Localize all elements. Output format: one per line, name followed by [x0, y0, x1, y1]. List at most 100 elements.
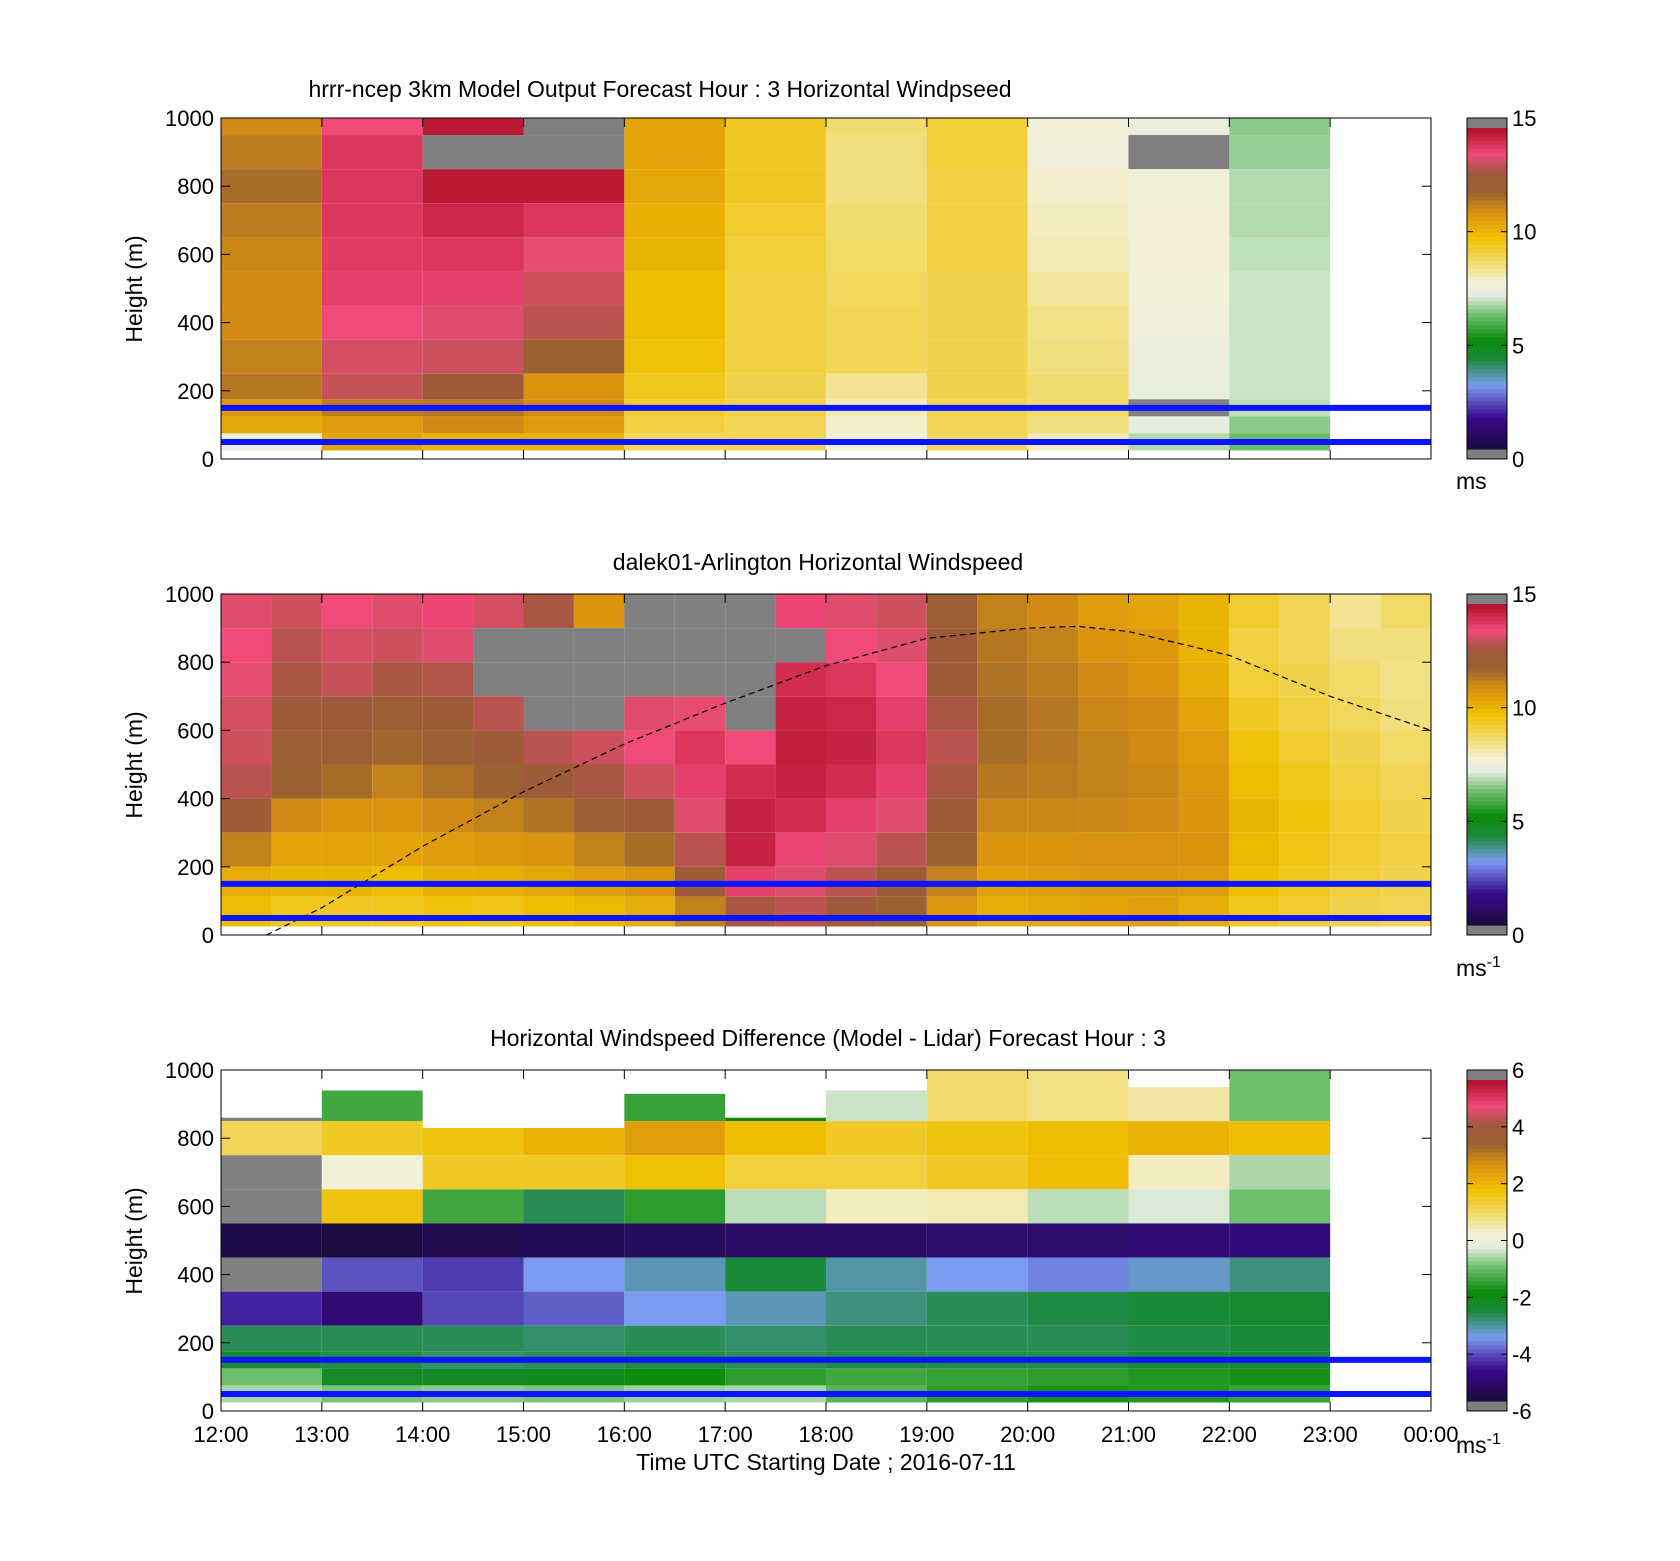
panel-difference-cell — [221, 1155, 322, 1190]
panel-model-colorbar-swatch — [1467, 240, 1507, 245]
panel-difference-cell — [1027, 1368, 1129, 1386]
panel-difference-cell — [523, 1155, 625, 1190]
panel-lidar-cell — [775, 662, 826, 697]
panel-lidar-cell — [372, 662, 423, 697]
panel-lidar-cell — [1027, 764, 1079, 799]
panel-difference-colorbar-swatch — [1467, 1216, 1507, 1222]
panel-lidar-cell — [1229, 594, 1280, 629]
panel-model-colorbar-swatch — [1467, 392, 1507, 398]
panel-lidar-cell — [422, 628, 474, 663]
panel-lidar-cell — [271, 594, 322, 629]
panel-lidar-cell — [624, 662, 675, 697]
panel-model-colorbar-swatch — [1467, 424, 1507, 430]
panel-difference-cell — [1229, 1121, 1331, 1156]
panel-difference-cell — [725, 1291, 826, 1326]
panel-difference-colorbar-swatch — [1467, 1356, 1507, 1362]
panel-model-cell — [826, 118, 927, 136]
panel-model-colorbar-swatch — [1467, 188, 1507, 193]
panel-lidar-cell — [977, 594, 1028, 629]
panel-model-colorbar-swatch — [1467, 316, 1507, 322]
panel-lidar-cell — [523, 832, 574, 867]
panel-lidar-plot: 0 200 400 600 800 1000 — [165, 582, 1432, 948]
panel-lidar-cell — [624, 832, 675, 867]
panel-lidar-colorbar-frame — [1466, 593, 1508, 936]
panel-model-cell — [1229, 237, 1331, 272]
panel-lidar-cell — [1128, 832, 1179, 867]
panel-difference-colorbar-unit-base: ms — [1456, 1432, 1487, 1458]
panel-lidar-cell — [1229, 662, 1280, 697]
panel-difference-colorbar-swatch — [1467, 1372, 1507, 1378]
panel-model-cell — [1128, 416, 1230, 434]
panel-lidar-colorbar-swatch — [1467, 624, 1507, 629]
panel-difference-cell — [725, 1368, 826, 1386]
panel-difference-colorbar-swatch — [1467, 1152, 1507, 1157]
panel-model-cell — [422, 118, 524, 136]
panel-difference-colorbar-unit: ms-1 — [1456, 1431, 1501, 1458]
panel-lidar-cell — [1330, 696, 1381, 731]
panel-difference-colorbar-swatch — [1467, 1092, 1507, 1097]
panel-model-colorbar-frame — [1466, 117, 1508, 460]
panel-model-colorbar-swatch — [1467, 432, 1507, 438]
panel-lidar-cell — [1078, 896, 1129, 927]
panel-model-colorbar-swatch — [1467, 396, 1507, 402]
panel-model-ytick-label: 400 — [177, 311, 214, 336]
panel-lidar-colorbar-swatch — [1467, 776, 1507, 782]
panel-model-cell — [826, 203, 927, 238]
panel-difference-colorbar-tick-label: 4 — [1512, 1115, 1524, 1140]
panel-difference-colorbar-swatch — [1467, 1380, 1507, 1386]
panel-model-colorbar-swatch — [1467, 320, 1507, 326]
panel-difference-cell — [1229, 1368, 1331, 1386]
panel-difference-colorbar-unit-sup: -1 — [1487, 1431, 1501, 1448]
panel-lidar-cell — [624, 798, 675, 833]
panel-difference-cell — [1128, 1257, 1230, 1292]
panel-lidar-colorbar-swatch — [1467, 852, 1507, 858]
panel-difference-colorbar-swatch — [1467, 1388, 1507, 1394]
panel-model-cell — [624, 339, 726, 374]
panel-lidar-cell — [977, 764, 1028, 799]
panel-difference-cell — [826, 1155, 927, 1190]
panel-model-cell — [321, 416, 423, 434]
panel-model-cell — [826, 271, 927, 306]
panel-model-cell — [523, 118, 625, 136]
panel-lidar-cell — [876, 730, 927, 765]
panel-lidar-ytick-label: 1000 — [165, 582, 214, 607]
panel-lidar-cell — [876, 696, 927, 731]
panel-model-colorbar-swatch — [1467, 184, 1507, 189]
panel-difference-xtick-label: 23:00 — [1303, 1422, 1358, 1447]
panel-lidar-cell — [221, 628, 272, 663]
panel-model-cell — [221, 237, 322, 272]
panel-difference-colorbar-swatch — [1467, 1396, 1507, 1402]
panel-model-cell — [221, 169, 322, 204]
panel-model-plot: 0 200 400 600 800 1000 — [165, 106, 1432, 472]
panel-difference-cell — [624, 1155, 726, 1190]
panel-model-cell — [221, 135, 322, 170]
panel-model-cell — [926, 169, 1028, 204]
panel-lidar-cell — [1229, 628, 1280, 663]
panel-model-colorbar-swatch — [1467, 244, 1507, 249]
panel-model-cell — [826, 305, 927, 340]
panel-difference-colorbar-swatch — [1467, 1124, 1507, 1129]
panel-difference-colorbar-swatch — [1467, 1320, 1507, 1326]
panel-difference-colorbar-swatch — [1467, 1272, 1507, 1278]
panel-lidar-cell — [1229, 730, 1280, 765]
panel-lidar-cell — [674, 662, 726, 697]
panel-model-ytick-label: 0 — [202, 447, 214, 472]
panel-lidar-cell — [271, 662, 322, 697]
panel-lidar-colorbar-swatch — [1467, 712, 1507, 717]
panel-lidar-cell — [523, 696, 574, 731]
panel-difference-colorbar-swatch — [1467, 1328, 1507, 1334]
panel-model-colorbar-swatch — [1467, 176, 1507, 181]
panel-lidar-cell — [523, 730, 574, 765]
panel-model-ytick-label: 800 — [177, 174, 214, 199]
panel-model-cell — [826, 237, 927, 272]
panel-difference-colorbar-swatch — [1467, 1084, 1507, 1089]
panel-difference-cell — [1128, 1368, 1230, 1386]
panel-lidar-cell — [473, 730, 524, 765]
boundary-layer-curve — [266, 625, 1432, 936]
panel-difference-cell — [826, 1291, 927, 1326]
panel-difference-colorbar-swatch — [1467, 1148, 1507, 1153]
panel-difference-cell — [1229, 1257, 1331, 1292]
panel-difference-cell — [725, 1257, 826, 1292]
panel-lidar-cell — [1027, 662, 1079, 697]
panel-difference-colorbar-swatch — [1467, 1324, 1507, 1330]
